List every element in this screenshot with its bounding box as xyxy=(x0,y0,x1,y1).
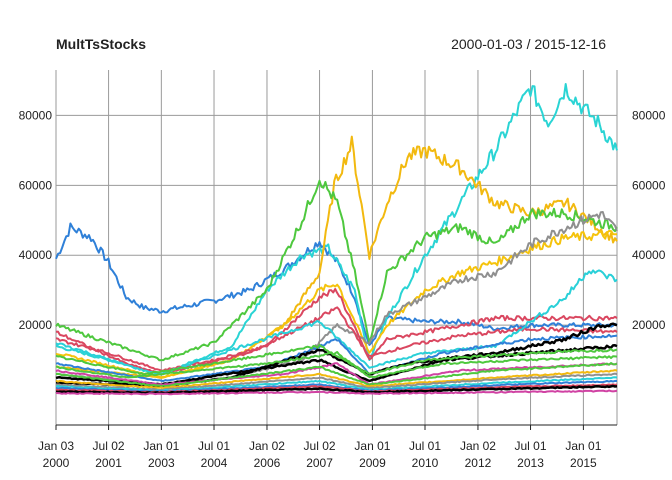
x-tick-label: 2001 xyxy=(95,456,122,470)
x-tick-label: Jan 01 xyxy=(143,439,179,453)
x-tick-label: 2003 xyxy=(148,456,175,470)
x-tick-label: Jan 02 xyxy=(460,439,496,453)
series-line xyxy=(55,351,618,379)
series-line xyxy=(55,389,618,396)
x-tick-label: Jan 01 xyxy=(354,439,390,453)
x-tick-label: Jan 01 xyxy=(565,439,601,453)
y-tick-label-left: 80000 xyxy=(19,108,53,122)
x-tick-label: 2006 xyxy=(254,456,281,470)
x-tick-label: 2010 xyxy=(412,456,439,470)
x-tick-label: Jul 01 xyxy=(515,439,547,453)
x-tick-label: 2009 xyxy=(359,456,386,470)
series-line xyxy=(55,372,618,391)
x-tick-label: Jul 01 xyxy=(198,439,230,453)
x-tick-label: Jan 02 xyxy=(249,439,285,453)
series-line xyxy=(55,288,618,372)
y-tick-label-left: 60000 xyxy=(19,178,53,192)
y-tick-label-right: 60000 xyxy=(632,178,666,192)
y-tick-label-left: 40000 xyxy=(19,248,53,262)
series-line xyxy=(55,362,618,386)
x-tick-label: Jul 02 xyxy=(93,439,125,453)
x-tick-label: 2007 xyxy=(306,456,333,470)
series-line xyxy=(55,83,618,376)
series-line xyxy=(55,344,618,376)
y-tick-label-left: 20000 xyxy=(19,318,53,332)
x-tick-label: Jan 03 xyxy=(38,439,74,453)
y-tick-label-right: 40000 xyxy=(632,248,666,262)
series-line xyxy=(55,179,618,362)
series-line xyxy=(55,306,618,376)
x-tick-label: 2012 xyxy=(465,456,492,470)
date-range-label: 2000-01-03 / 2015-12-16 xyxy=(451,36,606,52)
y-tick-label-right: 80000 xyxy=(632,108,666,122)
x-tick-label: 2013 xyxy=(517,456,544,470)
axes: Jan 03 2000 Jul 02 2001 Jan 01 2003 Jul 01 2004… xyxy=(19,108,666,470)
x-tick-label: 2004 xyxy=(201,456,228,470)
x-tick-label: 2015 xyxy=(570,456,597,470)
y-tick-label-right: 20000 xyxy=(632,318,666,332)
series-line xyxy=(55,362,618,388)
x-tick-label: Jul 02 xyxy=(304,439,336,453)
series-line xyxy=(55,333,618,382)
x-tick-label: Jul 01 xyxy=(409,439,441,453)
chart-title: MultTsStocks xyxy=(56,36,146,52)
series-group xyxy=(55,83,618,396)
series-line xyxy=(55,369,618,390)
series-line xyxy=(55,269,618,376)
x-tick-label: 2000 xyxy=(43,456,70,470)
